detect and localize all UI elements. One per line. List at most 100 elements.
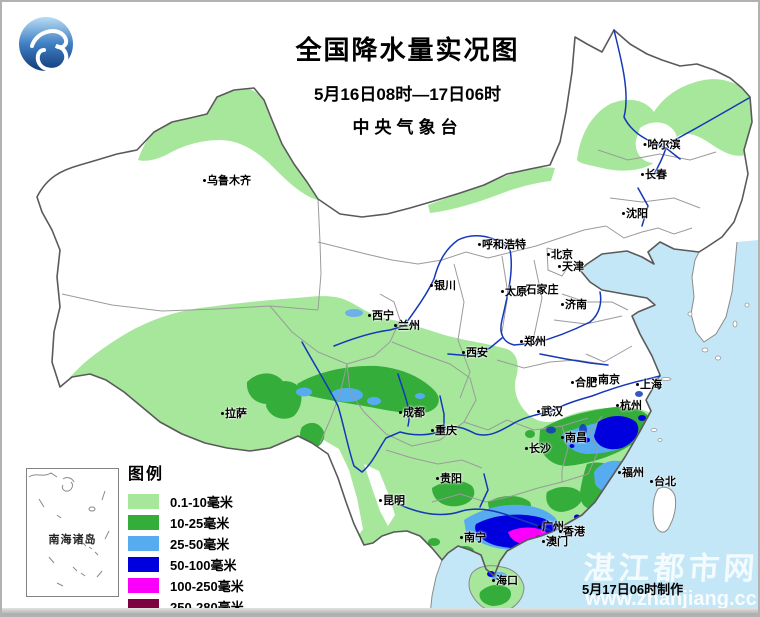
city-label-hohhot: 呼和浩特: [478, 236, 526, 252]
city-label-kunming: 昆明: [379, 492, 405, 508]
city-label-harbin: 哈尔滨: [643, 136, 681, 152]
city-dot: [650, 479, 653, 483]
city-label-guiyang: 贵阳: [436, 470, 462, 486]
city-dot: [559, 529, 562, 533]
city-label-tianjin: 天津: [558, 258, 584, 274]
legend-swatch: [128, 556, 159, 572]
city-dot: [368, 313, 371, 317]
inset-label: 南海诸岛: [48, 534, 97, 546]
city-dot: [561, 435, 564, 439]
legend-label: 0.1-10毫米: [170, 494, 233, 510]
legend-label: 10-25毫米: [170, 515, 230, 531]
city-dot: [520, 339, 523, 343]
legend-swatch: [128, 493, 159, 509]
city-dot: [521, 287, 525, 291]
city-dot: [616, 403, 619, 407]
city-label-changsha: 长沙: [525, 440, 551, 456]
page-title: 全国降水量实况图: [295, 35, 520, 65]
taiwan-island: [652, 486, 677, 533]
city-label-taiyuan: 太原: [501, 283, 527, 299]
city-dot: [542, 539, 545, 543]
city-dot: [525, 446, 528, 450]
islands: [468, 302, 750, 613]
city-label-hangzhou: 杭州: [616, 397, 642, 413]
city-dot: [558, 264, 561, 268]
city-label-wuhan: 武汉: [537, 403, 563, 419]
city-label-hongkong: 香港: [559, 523, 585, 539]
city-dot: [379, 498, 382, 502]
legend: 图例 0.1-10毫米 10-25毫米 25-50毫米 50-100毫米 100…: [128, 460, 244, 615]
legend-swatch: [128, 598, 159, 614]
city-dot: [399, 410, 402, 414]
precipitation-layers: [58, 79, 751, 576]
city-label-shenyang: 沈阳: [622, 205, 648, 221]
page-period: 5月16日08时—17日06时: [313, 85, 502, 104]
city-dot: [203, 178, 206, 182]
city-label-guangzhou: 广州: [538, 518, 564, 534]
city-label-urumqi: 乌鲁木齐: [203, 172, 251, 188]
city-dot: [622, 211, 625, 215]
city-dot: [561, 302, 564, 306]
city-dot: [594, 377, 597, 381]
city-label-nanning: 南宁: [460, 529, 486, 545]
city-dot: [538, 524, 541, 528]
city-label-nanjing: 南京: [594, 371, 620, 387]
city-label-chongqing: 重庆: [431, 422, 457, 438]
legend-swatch: [128, 577, 159, 593]
title-block: 全国降水量实况图 5月16日08时—17日06时 中央气象台: [250, 30, 565, 138]
legend-row: 0.1-10毫米: [128, 493, 244, 510]
city-dot: [221, 411, 224, 415]
page-agency: 中央气象台: [352, 118, 463, 137]
legend-label: 50-100毫米: [170, 557, 237, 573]
cma-logo: [19, 17, 73, 72]
city-dot: [436, 476, 439, 480]
city-label-xian: 西安: [462, 344, 488, 360]
city-label-taipei: 台北: [650, 473, 676, 489]
city-dot: [618, 470, 621, 474]
legend-label: 100-250毫米: [170, 578, 244, 594]
city-dot: [431, 428, 434, 432]
city-label-shanghai: 上海: [636, 376, 662, 392]
city-label-zhengzhou: 郑州: [520, 333, 546, 349]
city-label-changchun: 长春: [641, 166, 667, 182]
made-at-label: 5月17日06时制作: [582, 582, 684, 597]
legend-label: 25-50毫米: [170, 536, 230, 552]
city-label-haikou: 海口: [492, 572, 518, 588]
province-boundaries: [61, 149, 717, 503]
city-dot: [636, 382, 639, 386]
city-label-jinan: 济南: [561, 296, 587, 312]
city-dot: [492, 578, 495, 582]
south-china-sea-inset: 南海诸岛: [26, 468, 119, 597]
city-label-xining: 西宁: [368, 307, 394, 323]
city-dot: [462, 350, 465, 354]
city-dot: [571, 380, 574, 384]
city-dot: [394, 323, 397, 327]
legend-row: 25-50毫米: [128, 535, 244, 552]
city-label-yinchuan: 银川: [430, 277, 456, 293]
city-dot: [460, 535, 463, 539]
city-dot: [430, 283, 433, 287]
city-dot: [641, 172, 644, 176]
city-label-macau: 澳门: [542, 533, 568, 549]
china-outline: [36, 29, 753, 577]
city-label-lanzhou: 兰州: [394, 317, 420, 333]
city-label-beijing: 北京: [547, 246, 573, 262]
city-dot: [643, 142, 647, 146]
legend-title: 图例: [128, 466, 165, 483]
lakes: [345, 309, 643, 436]
city-label-lhasa: 拉萨: [221, 405, 247, 421]
legend-label: 250-280毫米: [170, 599, 244, 615]
legend-row: 250-280毫米: [128, 598, 244, 615]
legend-swatch: [128, 535, 159, 551]
city-dot: [501, 289, 504, 293]
sea-region: [429, 240, 758, 615]
city-dot: [547, 252, 550, 256]
inset-islands-graphic: [28, 472, 110, 587]
legend-swatch: [128, 514, 159, 530]
legend-row: 100-250毫米: [128, 577, 244, 594]
city-label-shijiazhuang: 石家庄: [521, 281, 559, 297]
city-label-chengdu: 成都: [399, 404, 425, 420]
city-dot: [478, 242, 481, 246]
